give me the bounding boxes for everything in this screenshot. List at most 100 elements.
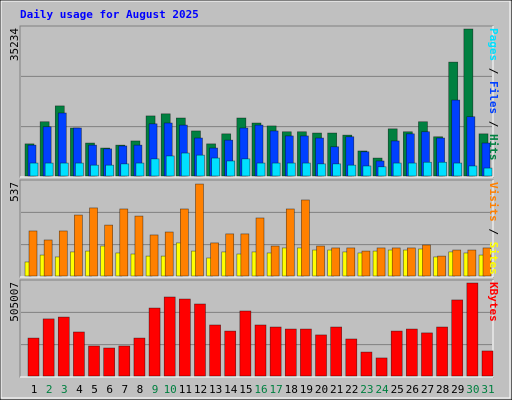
bar: [194, 303, 206, 377]
bar: [211, 157, 220, 177]
bar: [345, 338, 358, 377]
legend-separator: /: [487, 222, 500, 242]
bar: [149, 234, 159, 277]
bar: [437, 255, 446, 277]
x-tick-label: 23: [360, 383, 373, 396]
x-tick-label: 3: [61, 383, 68, 396]
legend-entry: Pages: [487, 28, 500, 61]
bar: [332, 163, 341, 177]
bar: [29, 162, 39, 177]
bar: [74, 214, 83, 277]
bar: [89, 207, 98, 277]
x-tick-label: 19: [300, 383, 313, 396]
bar: [452, 249, 462, 277]
bar: [75, 162, 84, 177]
bar: [105, 164, 114, 177]
legend: KBytes: [487, 282, 500, 322]
bar: [150, 158, 160, 177]
bar: [453, 162, 463, 177]
bar: [301, 199, 310, 277]
bar: [407, 247, 416, 277]
x-tick-label: 4: [76, 383, 83, 396]
bar: [467, 249, 477, 277]
x-tick-label: 10: [164, 383, 177, 396]
bar: [58, 230, 68, 277]
bar: [225, 233, 235, 277]
bar: [316, 245, 325, 277]
bar: [361, 250, 371, 277]
bar: [436, 326, 448, 377]
bar: [118, 345, 131, 377]
bar: [347, 164, 357, 177]
bar: [164, 231, 174, 277]
bar: [390, 330, 403, 377]
bar: [44, 162, 54, 177]
bar: [376, 247, 386, 277]
bar: [103, 347, 115, 377]
x-tick-label: 14: [224, 383, 238, 396]
bar: [165, 155, 175, 177]
bar: [483, 167, 493, 177]
x-tick-label: 31: [481, 383, 494, 396]
bar: [226, 160, 236, 177]
x-tick-label: 7: [121, 383, 128, 396]
bar: [482, 247, 492, 277]
bar: [57, 316, 70, 377]
bar: [73, 331, 85, 377]
y-tick-label: 35234: [8, 28, 21, 61]
x-tick-label: 22: [345, 383, 358, 396]
chart-title: Daily usage for August 2025: [20, 8, 199, 21]
bar: [210, 242, 219, 277]
legend-separator: /: [487, 61, 500, 81]
bar: [421, 332, 433, 377]
bar: [59, 162, 69, 177]
x-tick-label: 17: [270, 383, 283, 396]
bar: [377, 166, 387, 177]
bar: [300, 328, 312, 377]
bar: [346, 247, 356, 277]
bar: [179, 298, 191, 377]
x-tick-label: 12: [194, 383, 207, 396]
bar: [315, 334, 327, 377]
bar: [133, 337, 146, 377]
bar: [209, 324, 221, 377]
bar: [224, 330, 237, 377]
bar: [406, 328, 418, 377]
x-tick-label: 28: [436, 383, 449, 396]
x-tick-label: 27: [421, 383, 434, 396]
x-tick-label: 18: [285, 383, 298, 396]
bar: [120, 163, 130, 177]
x-tick-label: 21: [330, 383, 343, 396]
x-tick-label: 30: [466, 383, 479, 396]
bar: [134, 215, 144, 277]
bar: [408, 162, 417, 177]
bar: [42, 318, 55, 377]
bar: [148, 307, 161, 377]
bar: [90, 164, 99, 177]
bar: [391, 247, 401, 277]
legend-entry: Sites: [487, 242, 500, 275]
bar: [302, 162, 311, 177]
bar: [422, 244, 431, 277]
x-tick-label: 11: [179, 383, 192, 396]
x-tick-label: 24: [375, 383, 389, 396]
bar: [317, 163, 326, 177]
bar: [254, 324, 267, 377]
x-tick-label: 26: [406, 383, 419, 396]
bar: [330, 326, 342, 377]
x-tick-label: 8: [137, 383, 144, 396]
x-tick-label: 25: [391, 383, 404, 396]
bar: [256, 162, 266, 177]
legend: Pages / Files / Hits: [487, 28, 500, 161]
bar: [284, 328, 297, 377]
bar: [195, 183, 204, 277]
x-tick-label: 2: [46, 383, 53, 396]
bar: [239, 310, 252, 377]
x-tick-label: 6: [106, 383, 113, 396]
bar: [362, 165, 372, 177]
bar: [360, 351, 373, 377]
y-tick-label: 537: [8, 182, 21, 202]
bar: [392, 162, 402, 177]
